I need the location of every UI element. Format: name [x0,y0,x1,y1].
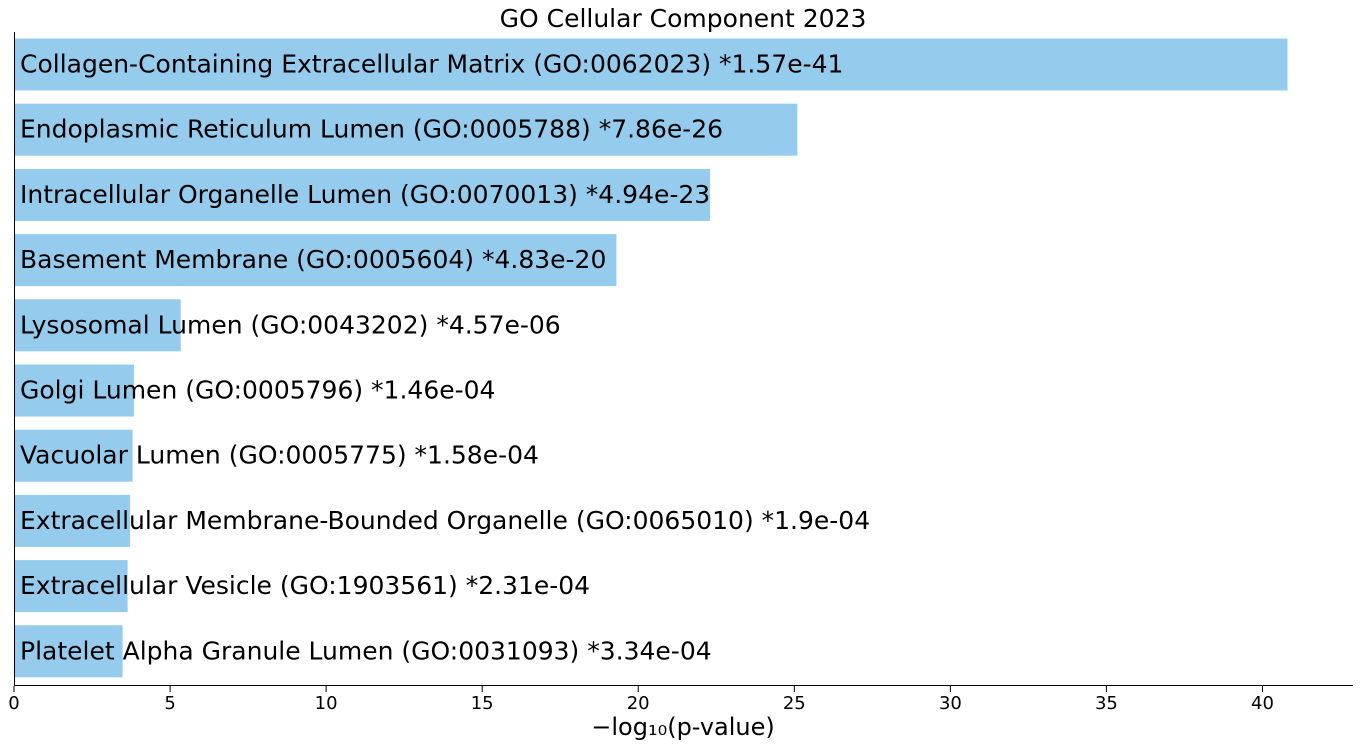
bar-label-3: Basement Membrane (GO:0005604) *4.83e-20 [20,245,606,274]
bar-label-6: Vacuolar Lumen (GO:0005775) *1.58e-04 [20,441,539,470]
bar-label-4: Lysosomal Lumen (GO:0043202) *4.57e-06 [20,310,561,339]
bar-label-1: Endoplasmic Reticulum Lumen (GO:0005788)… [20,115,723,144]
bar-label-0: Collagen-Containing Extracellular Matrix… [20,50,843,79]
bar-labels-group: Collagen-Containing Extracellular Matrix… [20,50,870,666]
bar-4 [14,299,181,352]
bars-group [14,38,1288,678]
x-tick-label-1: 5 [164,693,175,714]
x-tick-label-3: 15 [471,693,494,714]
x-tick-label-2: 10 [315,693,338,714]
bar-label-9: Platelet Alpha Granule Lumen (GO:0031093… [20,636,712,665]
bar-2 [14,168,710,221]
bar-5 [14,364,134,417]
x-axis-label: −log₁₀(p-value) [591,713,774,741]
bar-label-8: Extracellular Vesicle (GO:1903561) *2.31… [20,571,590,600]
bar-7 [14,494,131,547]
bar-3 [14,234,617,287]
chart-title: GO Cellular Component 2023 [500,4,867,33]
x-tick-label-4: 20 [627,693,650,714]
bar-label-7: Extracellular Membrane-Bounded Organelle… [20,506,870,535]
bar-1 [14,103,798,156]
bar-9 [14,625,123,678]
bar-8 [14,560,128,613]
x-tick-label-8: 40 [1251,693,1274,714]
x-tick-label-5: 25 [783,693,806,714]
bar-0 [14,38,1288,91]
x-tick-label-0: 0 [8,693,19,714]
x-tick-label-7: 35 [1095,693,1118,714]
bar-label-2: Intracellular Organelle Lumen (GO:007001… [20,180,710,209]
bar-6 [14,429,133,482]
x-tick-label-6: 30 [939,693,962,714]
x-ticks-group: 0 5 10 15 20 25 30 35 40 [8,686,1274,714]
bar-label-5: Golgi Lumen (GO:0005796) *1.46e-04 [20,376,495,405]
